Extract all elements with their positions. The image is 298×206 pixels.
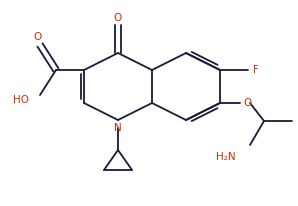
Text: H₂N: H₂N (216, 152, 236, 162)
Text: O: O (114, 13, 122, 23)
Text: O: O (33, 32, 41, 42)
Text: HO: HO (13, 95, 29, 105)
Text: O: O (244, 98, 252, 108)
Text: N: N (114, 123, 122, 133)
Text: F: F (253, 65, 259, 75)
